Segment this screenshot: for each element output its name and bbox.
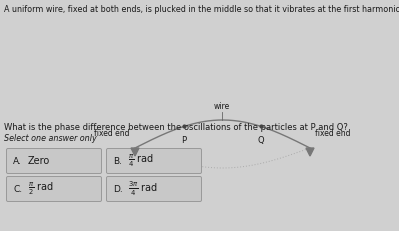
Text: C.: C. (13, 185, 22, 194)
Text: fixed end: fixed end (315, 129, 350, 138)
Text: B.: B. (113, 156, 122, 165)
Polygon shape (306, 148, 314, 156)
FancyBboxPatch shape (6, 176, 101, 201)
FancyBboxPatch shape (6, 149, 101, 173)
Text: A.: A. (13, 156, 22, 165)
Text: $\frac{\pi}{4}$ rad: $\frac{\pi}{4}$ rad (128, 153, 154, 169)
Text: $\frac{3\pi}{4}$ rad: $\frac{3\pi}{4}$ rad (128, 180, 158, 198)
Text: wire: wire (214, 102, 230, 111)
Text: P: P (182, 136, 187, 145)
Text: fixed end: fixed end (95, 129, 130, 138)
Text: Zero: Zero (28, 156, 50, 166)
FancyBboxPatch shape (107, 176, 201, 201)
Text: What is the phase difference between the oscillations of the particles at P and : What is the phase difference between the… (4, 123, 348, 132)
Text: A uniform wire, fixed at both ends, is plucked in the middle so that it vibrates: A uniform wire, fixed at both ends, is p… (4, 5, 399, 14)
Text: D.: D. (113, 185, 123, 194)
Text: $\frac{\pi}{2}$ rad: $\frac{\pi}{2}$ rad (28, 181, 54, 198)
Polygon shape (131, 148, 139, 156)
FancyBboxPatch shape (107, 149, 201, 173)
Text: Select one answer only: Select one answer only (4, 134, 97, 143)
Text: Q: Q (258, 136, 264, 145)
